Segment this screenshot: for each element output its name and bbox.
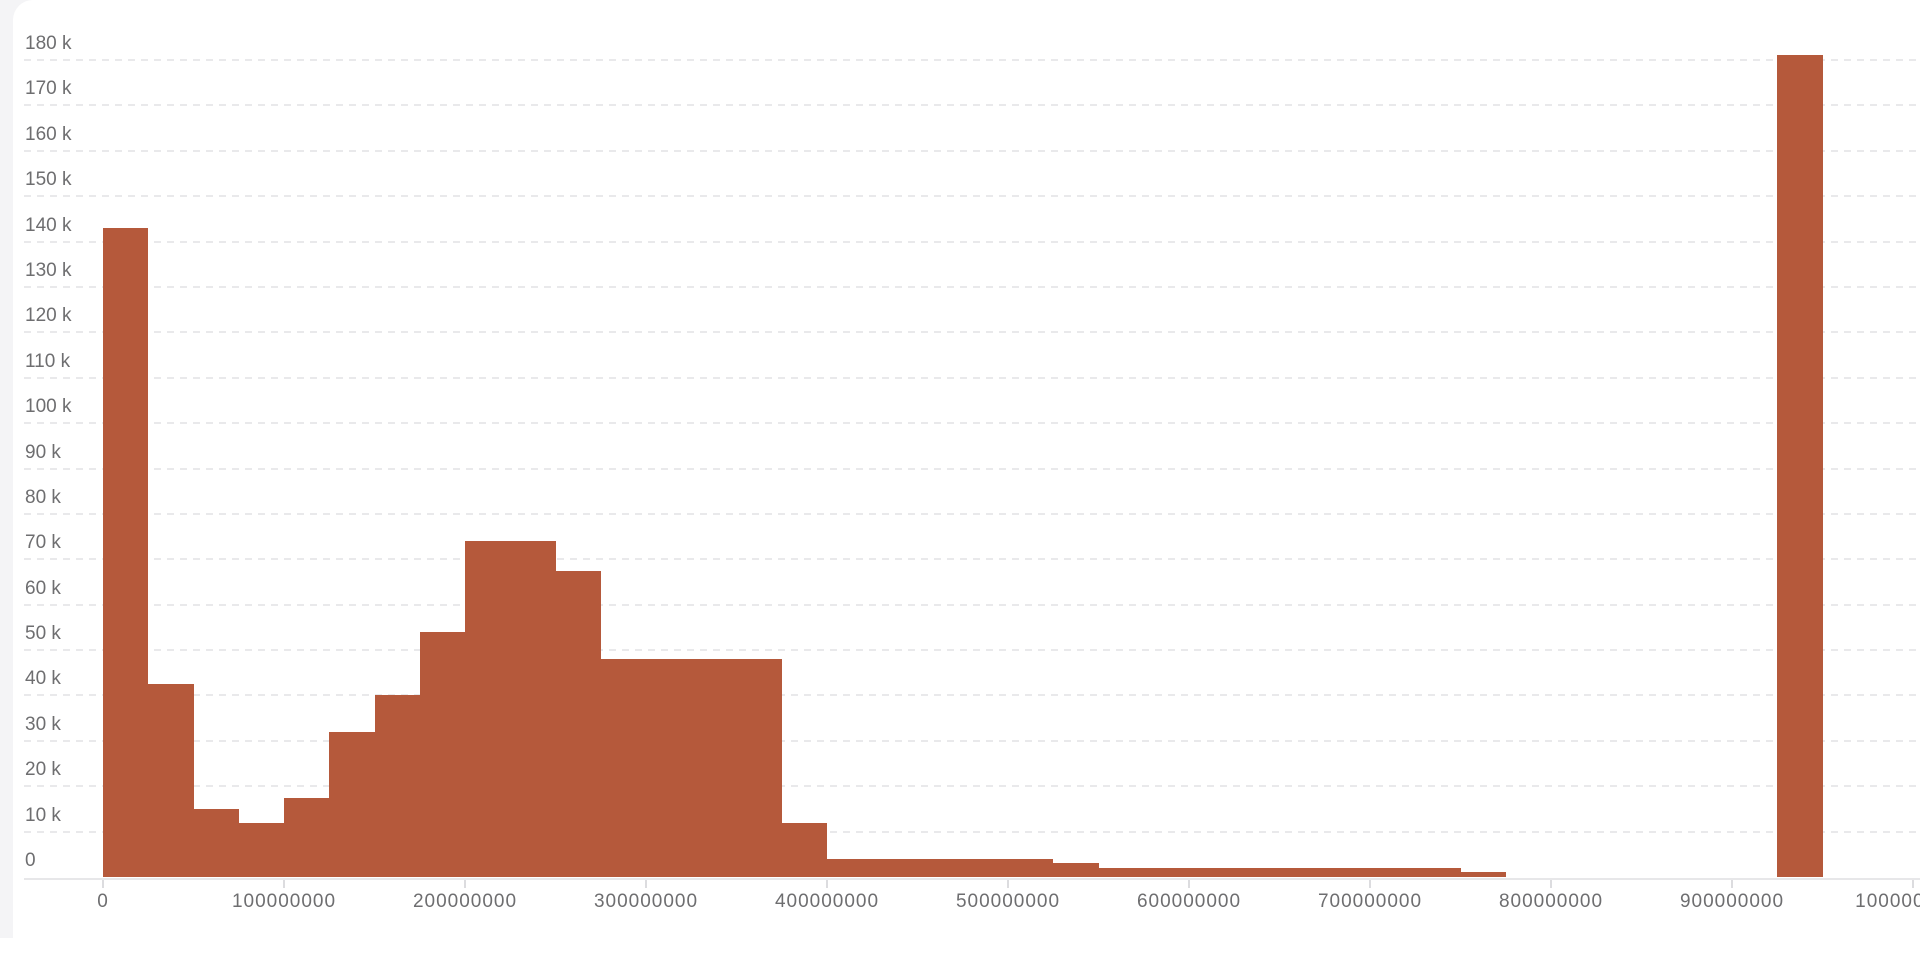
y-gridline	[24, 603, 1920, 606]
y-axis-label: 110 k	[25, 350, 71, 372]
histogram-bar[interactable]	[284, 797, 330, 877]
y-gridline	[24, 649, 1920, 652]
y-axis-label: 120 k	[25, 305, 72, 327]
y-gridline	[24, 376, 1920, 379]
x-axis-label: 1000000000	[1855, 891, 1920, 912]
x-axis-tick	[826, 880, 828, 888]
histogram-bar[interactable]	[329, 731, 375, 877]
histogram-bar[interactable]	[646, 659, 692, 877]
x-axis-tick	[1007, 880, 1009, 888]
histogram-bar[interactable]	[1008, 858, 1054, 877]
histogram-bar[interactable]	[148, 684, 194, 877]
y-axis-label: 10 k	[25, 804, 61, 826]
histogram-bar[interactable]	[1777, 55, 1823, 877]
y-gridline	[24, 331, 1920, 334]
x-axis-label: 400000000	[774, 891, 880, 912]
y-gridline	[24, 558, 1920, 561]
histogram-bar[interactable]	[419, 631, 465, 877]
y-gridline	[24, 285, 1920, 288]
y-axis-label: 0	[25, 850, 36, 871]
y-axis-label: 40 k	[25, 668, 61, 690]
y-gridline	[24, 694, 1920, 697]
x-axis-label: 500000000	[955, 891, 1061, 912]
y-axis-label: 170 k	[25, 78, 72, 100]
y-gridline	[24, 739, 1920, 742]
y-gridline	[24, 830, 1920, 833]
x-axis-label: 700000000	[1317, 891, 1423, 912]
histogram-bar[interactable]	[103, 227, 149, 877]
y-axis-label: 150 k	[25, 169, 72, 191]
x-axis-label: 200000000	[412, 891, 518, 912]
x-axis-tick	[1369, 880, 1371, 888]
histogram-bar[interactable]	[962, 858, 1008, 877]
histogram-bar[interactable]	[1279, 867, 1325, 877]
histogram-bar[interactable]	[1234, 867, 1280, 877]
x-axis-label: 600000000	[1136, 891, 1242, 912]
x-axis-label: 900000000	[1679, 891, 1785, 912]
y-gridline	[24, 59, 1920, 61]
x-axis-line	[24, 878, 1920, 880]
y-gridline	[24, 422, 1920, 425]
x-axis-label: 0	[97, 891, 109, 912]
x-axis-tick	[283, 880, 285, 888]
y-gridline	[24, 240, 1920, 243]
x-axis-tick	[1912, 880, 1914, 888]
y-axis-label: 140 k	[25, 214, 72, 236]
y-gridline	[24, 467, 1920, 470]
y-axis-label: 130 k	[25, 259, 72, 281]
histogram-bar[interactable]	[238, 822, 284, 877]
y-axis-label: 100 k	[25, 396, 72, 418]
histogram-bar[interactable]	[1460, 872, 1506, 877]
x-axis-tick	[645, 880, 647, 888]
histogram-bar[interactable]	[691, 659, 737, 877]
histogram-bar[interactable]	[781, 822, 827, 877]
histogram-bar[interactable]	[374, 695, 420, 877]
y-axis-label: 160 k	[25, 123, 72, 145]
y-gridline	[24, 104, 1920, 107]
x-axis-tick	[1188, 880, 1190, 888]
y-axis-label: 70 k	[25, 532, 61, 554]
x-axis-label: 300000000	[593, 891, 699, 912]
y-gridline	[24, 785, 1920, 788]
x-axis-label: 800000000	[1498, 891, 1604, 912]
histogram-bar[interactable]	[1143, 867, 1189, 877]
y-gridline	[24, 149, 1920, 152]
y-axis-label: 60 k	[25, 577, 61, 599]
y-axis-label: 90 k	[25, 441, 61, 463]
y-axis-label: 50 k	[25, 623, 61, 645]
histogram-bar[interactable]	[193, 808, 239, 877]
histogram-bar[interactable]	[555, 570, 601, 877]
page-background: 0 10 k 20 k 30 k 40 k 50 k 60 k 70 k 80 k 90 k 100…	[0, 0, 1920, 938]
histogram-bar[interactable]	[510, 541, 556, 877]
histogram-bar[interactable]	[736, 659, 782, 877]
y-gridline	[24, 195, 1920, 198]
histogram-bar[interactable]	[1053, 863, 1099, 877]
histogram-bar[interactable]	[1415, 867, 1461, 877]
y-axis-label: 20 k	[25, 759, 61, 781]
y-gridline	[24, 512, 1920, 515]
histogram-bar[interactable]	[1324, 867, 1370, 877]
x-axis-tick	[464, 880, 466, 888]
histogram-bar[interactable]	[1370, 867, 1416, 877]
histogram-bar[interactable]	[827, 858, 873, 877]
histogram-bar[interactable]	[872, 858, 918, 877]
histogram-bar[interactable]	[1098, 867, 1144, 877]
y-axis-label: 180 k	[25, 33, 72, 54]
histogram-bar[interactable]	[465, 541, 511, 877]
x-axis-tick	[102, 880, 104, 888]
histogram-bar[interactable]	[917, 858, 963, 877]
y-axis-label: 30 k	[25, 713, 61, 735]
x-axis-tick	[1731, 880, 1733, 888]
x-axis-tick	[1550, 880, 1552, 888]
y-axis-label: 80 k	[25, 486, 61, 508]
x-axis-label: 100000000	[231, 891, 337, 912]
histogram-bar[interactable]	[1189, 867, 1235, 877]
histogram-bar[interactable]	[600, 659, 646, 877]
histogram-chart: 0 10 k 20 k 30 k 40 k 50 k 60 k 70 k 80 k 90 k 100…	[24, 33, 1920, 912]
